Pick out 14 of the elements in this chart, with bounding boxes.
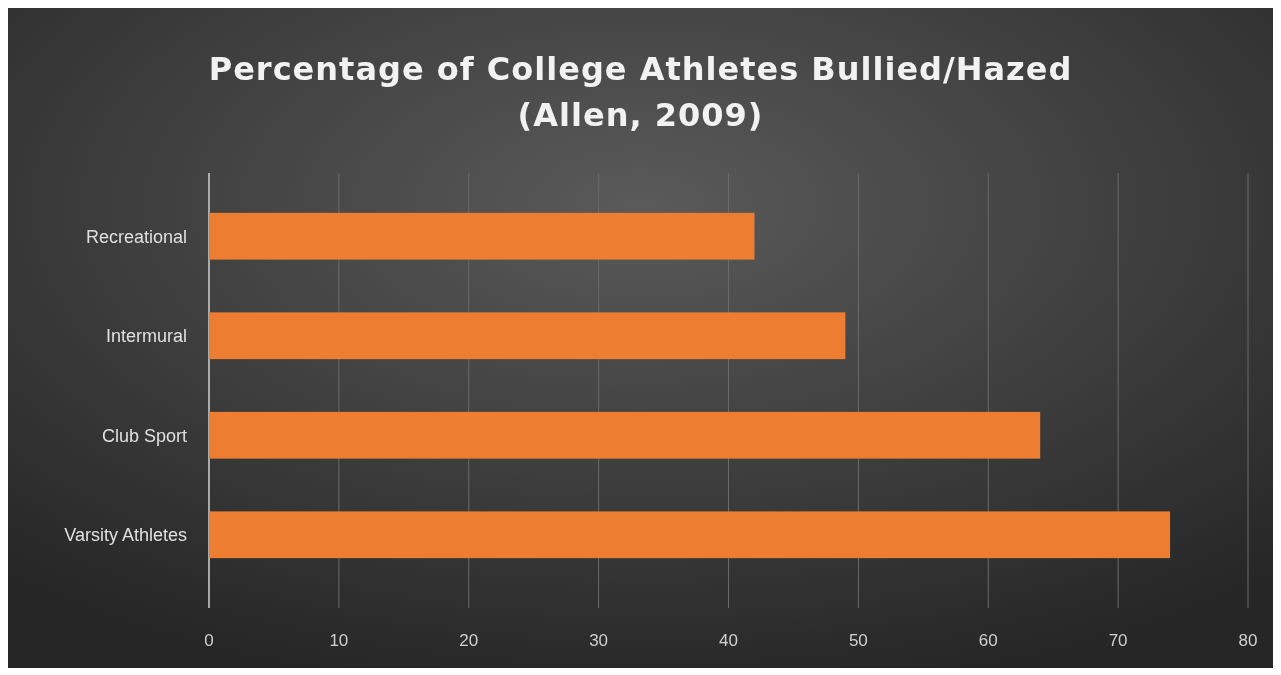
x-tick-label: 10 bbox=[329, 631, 349, 650]
x-tick-label: 30 bbox=[589, 631, 609, 650]
x-tick-label: 70 bbox=[1108, 631, 1128, 650]
chart-title: Percentage of College Athletes Bullied/Hazed (Allen, 2009) bbox=[208, 50, 1073, 134]
y-tick-label: Varsity Athletes bbox=[64, 525, 187, 546]
y-tick-label: Club Sport bbox=[101, 425, 187, 446]
x-tick-label: 20 bbox=[459, 631, 479, 650]
x-tick-label: 0 bbox=[204, 631, 214, 650]
y-tick-label: Recreational bbox=[85, 226, 187, 247]
x-tick-label: 60 bbox=[978, 631, 998, 650]
x-tick-label: 80 bbox=[1238, 631, 1258, 650]
x-tick-label: 50 bbox=[848, 631, 868, 650]
y-tick-label: Intermural bbox=[105, 326, 187, 347]
x-tick-label: 40 bbox=[719, 631, 738, 650]
